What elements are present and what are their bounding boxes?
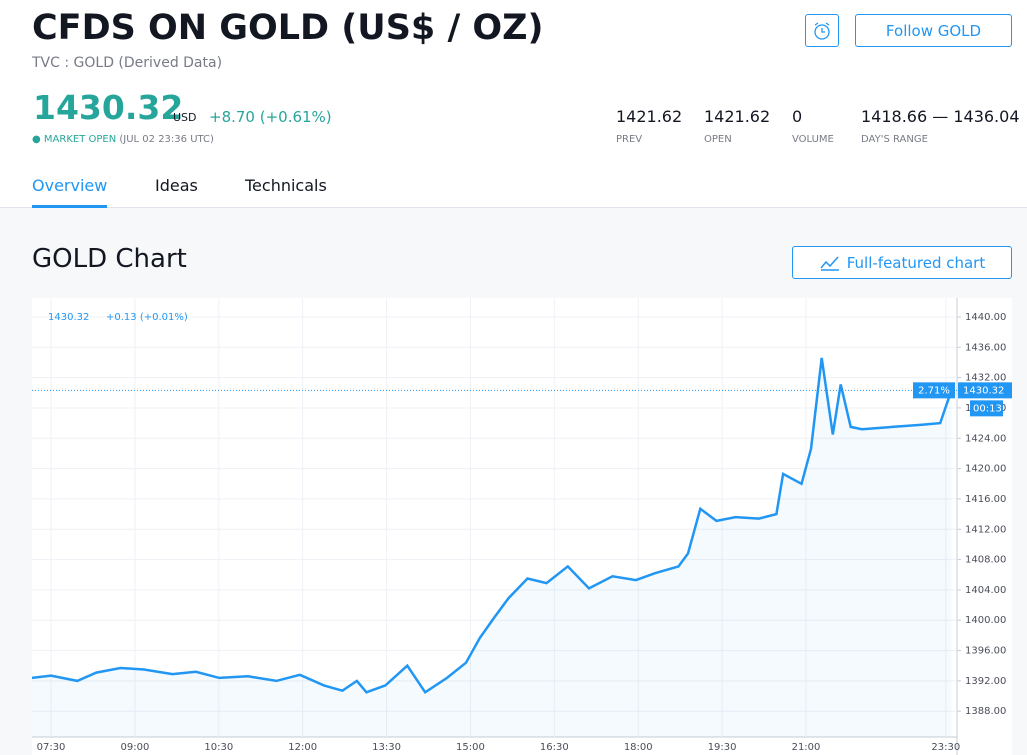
stat-value: 0 [792, 107, 803, 126]
status-time: (JUL 02 23:36 UTC) [119, 134, 214, 145]
section-title: GOLD Chart [32, 244, 187, 274]
x-tick-label: 21:00 [792, 742, 821, 753]
full-chart-button[interactable]: Full-featured chart [792, 246, 1012, 279]
legend-price: 1430.32 [48, 312, 89, 323]
last-price-box [958, 382, 1012, 399]
y-tick-label: 1388.00 [965, 706, 1006, 717]
stat-label: PREV [616, 134, 643, 145]
y-tick-label: 1432.00 [965, 373, 1006, 384]
x-tick-label: 07:30 [37, 742, 66, 753]
tab[interactable]: Technicals [245, 176, 327, 195]
chart-icon [820, 256, 839, 271]
x-tick-label: 09:00 [120, 742, 149, 753]
x-tick-label: 15:00 [456, 742, 485, 753]
y-tick-label: 1396.00 [965, 646, 1006, 657]
button-label: Full-featured chart [846, 253, 986, 272]
header: CFDS ON GOLD (US$ / OZ) TVC : GOLD (Deri… [0, 0, 1027, 208]
x-tick-label: 10:30 [204, 742, 233, 753]
y-tick-label: 1400.00 [965, 615, 1006, 626]
follow-button[interactable]: Follow GOLD [855, 14, 1012, 47]
price: 1430.32 [33, 88, 184, 127]
stat-label: OPEN [704, 134, 732, 145]
tab[interactable]: Overview [32, 176, 108, 195]
price-change: +8.70 (+0.61%) [209, 108, 332, 126]
stat-value: 1421.62 [704, 107, 771, 126]
tab[interactable]: Ideas [155, 176, 198, 195]
y-tick-label: 1404.00 [965, 585, 1006, 596]
percent-box [913, 382, 955, 399]
alert-button[interactable] [805, 14, 839, 47]
y-tick-label: 1424.00 [965, 433, 1006, 444]
y-tick-label: 1436.00 [965, 342, 1006, 353]
x-tick-label: 13:30 [372, 742, 401, 753]
status: MARKET OPEN [43, 134, 117, 145]
x-tick-label: 18:00 [624, 742, 653, 753]
y-tick-label: 1420.00 [965, 464, 1006, 475]
chart-bg [32, 298, 1012, 755]
price-line [31, 357, 953, 695]
x-tick-label: 19:30 [708, 742, 737, 753]
countdown-box [970, 400, 1003, 417]
percent-label: 2.71% [918, 385, 950, 396]
y-tick-label: 1408.00 [965, 555, 1006, 566]
currency: USD [173, 111, 197, 124]
y-tick-label: 1412.00 [965, 524, 1006, 535]
x-tick-label: 23:30 [931, 742, 960, 753]
countdown-label: 00:13 [973, 403, 1002, 414]
subtitle: TVC : GOLD (Derived Data) [32, 55, 223, 71]
area [32, 357, 952, 737]
tab-underline [32, 205, 107, 208]
stat-value: 1421.62 [616, 107, 683, 126]
market-status: ● MARKET OPEN (JUL 02 23:36 UTC) [32, 134, 214, 145]
last-price-label: 1430.32 [963, 385, 1004, 396]
x-tick-label: 16:30 [540, 742, 569, 753]
title: CFDS ON GOLD (US$ / OZ) [32, 8, 544, 48]
alarm-icon [814, 21, 830, 40]
x-tick-label: 12:00 [288, 742, 317, 753]
y-tick-label: 1392.00 [965, 676, 1006, 687]
y-tick-label: 1416.00 [965, 494, 1006, 505]
stat-label: DAY'S RANGE [861, 134, 928, 145]
legend-change: +0.13 (+0.01%) [106, 312, 188, 323]
y-tick-label: 1440.00 [965, 312, 1006, 323]
stat-label: VOLUME [792, 134, 834, 145]
stat-value: 1418.66 — 1436.04 [861, 107, 1020, 126]
